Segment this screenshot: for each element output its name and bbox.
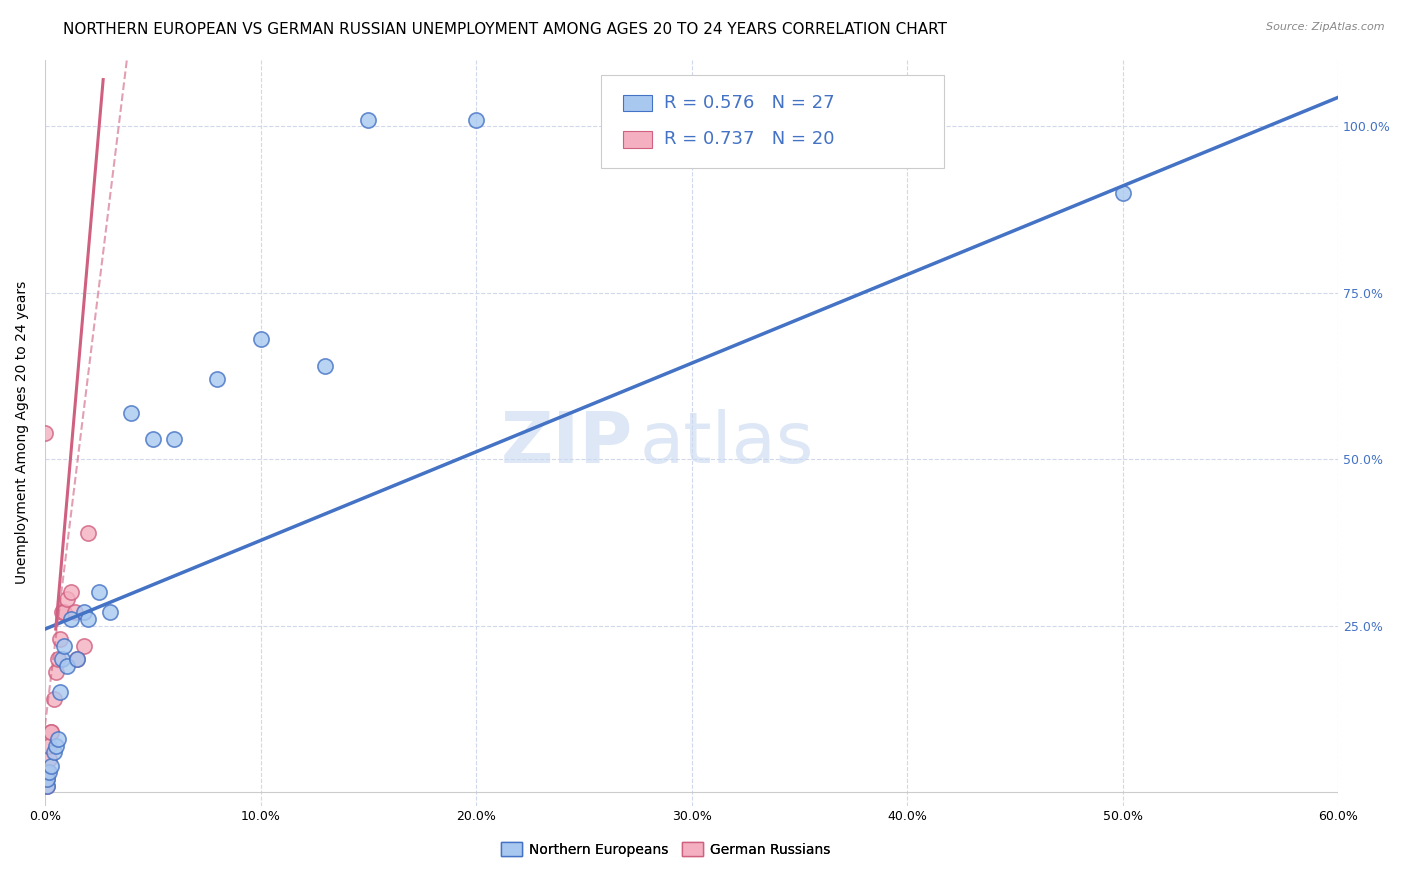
Point <box>37 779 59 793</box>
Point <box>66 652 89 666</box>
Point <box>53 606 76 620</box>
Point <box>42 745 65 759</box>
Point <box>163 432 186 446</box>
Point <box>49 685 72 699</box>
Point <box>314 359 336 373</box>
Point <box>207 372 229 386</box>
Point <box>465 112 488 127</box>
Point <box>37 772 59 786</box>
Point <box>98 606 121 620</box>
Point <box>120 406 142 420</box>
Point <box>51 606 73 620</box>
Point <box>41 725 63 739</box>
Y-axis label: Unemployment Among Ages 20 to 24 years: Unemployment Among Ages 20 to 24 years <box>15 281 30 584</box>
Point <box>73 606 96 620</box>
Point <box>46 652 69 666</box>
Point <box>142 432 165 446</box>
Text: ZIP: ZIP <box>501 409 634 478</box>
Point <box>87 585 110 599</box>
Point <box>53 639 76 653</box>
Point <box>63 606 86 620</box>
Text: R = 0.737   N = 20: R = 0.737 N = 20 <box>665 130 835 148</box>
FancyBboxPatch shape <box>602 75 943 168</box>
Point <box>37 772 59 786</box>
Point <box>37 765 59 780</box>
Point <box>45 739 67 753</box>
Point <box>73 639 96 653</box>
Text: atlas: atlas <box>640 409 814 478</box>
Point <box>77 612 100 626</box>
Point <box>42 692 65 706</box>
Point <box>45 665 67 680</box>
Point <box>41 725 63 739</box>
Point <box>38 752 60 766</box>
FancyBboxPatch shape <box>623 95 651 112</box>
Point <box>49 632 72 646</box>
Point <box>34 425 56 440</box>
Point <box>77 525 100 540</box>
Point <box>59 612 82 626</box>
Point <box>59 585 82 599</box>
Point <box>55 592 77 607</box>
Point <box>51 652 73 666</box>
Point <box>55 658 77 673</box>
Legend: Northern Europeans, German Russians: Northern Europeans, German Russians <box>495 836 837 862</box>
Point <box>357 112 380 127</box>
Point <box>46 731 69 746</box>
Point <box>249 332 271 346</box>
Text: Source: ZipAtlas.com: Source: ZipAtlas.com <box>1267 22 1385 32</box>
Point <box>831 112 853 127</box>
Point <box>38 739 60 753</box>
FancyBboxPatch shape <box>623 131 651 148</box>
Point <box>66 652 89 666</box>
Text: NORTHERN EUROPEAN VS GERMAN RUSSIAN UNEMPLOYMENT AMONG AGES 20 TO 24 YEARS CORRE: NORTHERN EUROPEAN VS GERMAN RUSSIAN UNEM… <box>63 22 948 37</box>
Point <box>37 779 59 793</box>
Text: R = 0.576   N = 27: R = 0.576 N = 27 <box>665 94 835 112</box>
Point <box>1112 186 1135 200</box>
Point <box>41 758 63 772</box>
Point <box>38 765 60 780</box>
